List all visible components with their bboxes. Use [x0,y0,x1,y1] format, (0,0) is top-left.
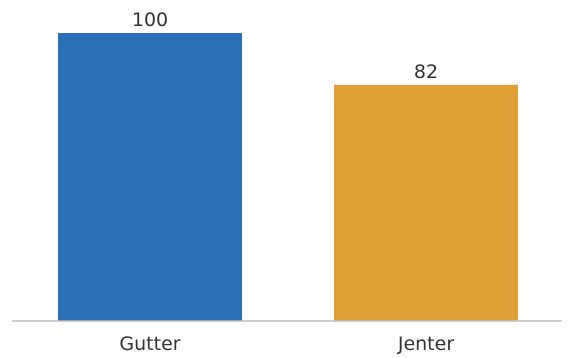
labels-group: 100 Gutter 82 Jenter [119,9,454,355]
x-tick-label-jenter: Jenter [397,333,454,355]
bar-gutter [58,33,242,321]
bars-group [58,33,518,321]
bar-jenter [334,84,518,321]
x-tick-label-gutter: Gutter [119,333,180,355]
data-label-jenter: 82 [414,61,438,83]
data-label-gutter: 100 [132,9,168,31]
